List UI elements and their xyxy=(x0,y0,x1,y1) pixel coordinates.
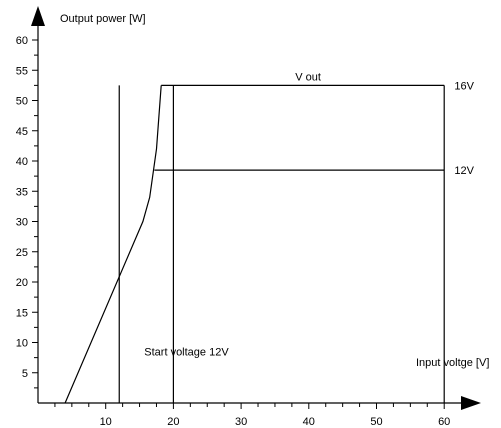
annotation-2: Start voltage 12V xyxy=(144,347,229,359)
ticks xyxy=(32,39,445,409)
annotation-1: V out xyxy=(295,71,321,83)
x-tick-label: 50 xyxy=(370,416,382,428)
y-axis-label: Output power [W] xyxy=(60,13,146,25)
y-tick-label: 30 xyxy=(16,217,28,229)
x-tick-label: 40 xyxy=(303,416,315,428)
y-tick-label: 55 xyxy=(16,65,28,77)
vertical-lines xyxy=(118,85,445,403)
x-axis-arrow xyxy=(461,396,481,410)
y-tick-label: 40 xyxy=(16,156,28,168)
x-tick-label: 20 xyxy=(167,416,179,428)
y-axis-arrow xyxy=(31,6,45,26)
x-tick-label: 10 xyxy=(100,416,112,428)
tick-labels: 10 20 30 40 50 60 5 10 15 20 25 30 35 40 45 50 55 60 xyxy=(16,35,451,428)
annotation-3: 16V xyxy=(454,80,474,92)
y-tick-label: 60 xyxy=(16,35,28,47)
y-tick-label: 20 xyxy=(16,277,28,289)
axes xyxy=(31,6,481,410)
y-tick-label: 15 xyxy=(16,307,28,319)
y-tick-label: 5 xyxy=(22,368,28,380)
x-tick-label: 30 xyxy=(235,416,247,428)
x-axis-label: Input voltge [V] xyxy=(416,357,489,369)
y-tick-label: 50 xyxy=(16,96,28,108)
annotation-4: 12V xyxy=(454,165,474,177)
series-line-1 xyxy=(64,85,162,404)
annotations: V out Start voltage 12V 16V 12V xyxy=(144,71,474,358)
y-tick-label: 25 xyxy=(16,247,28,259)
y-tick-label: 45 xyxy=(16,126,28,138)
series-layer xyxy=(64,84,445,404)
x-tick-label: 60 xyxy=(438,416,450,428)
y-tick-label: 10 xyxy=(16,338,28,350)
y-tick-label: 35 xyxy=(16,186,28,198)
